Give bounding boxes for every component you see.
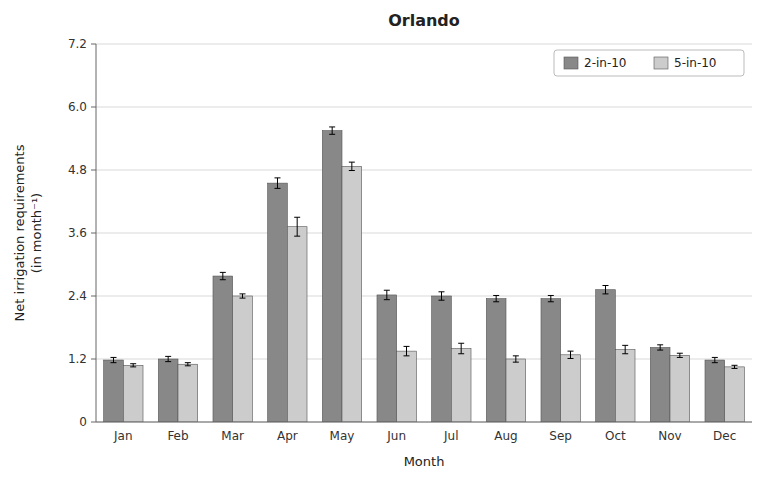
plot-area xyxy=(104,127,745,422)
error-bar xyxy=(548,295,554,301)
bar xyxy=(506,359,526,422)
bar xyxy=(233,296,253,422)
bar xyxy=(650,347,670,422)
error-bar xyxy=(712,357,718,362)
bar xyxy=(486,299,506,422)
grid-line xyxy=(96,422,752,423)
y-axis-label: Net irrigation requirements(in month⁻¹) xyxy=(12,144,44,321)
title: Orlando xyxy=(388,11,460,30)
bar xyxy=(725,367,745,422)
error-bar xyxy=(602,286,608,294)
bar xyxy=(342,166,362,422)
x-tick-label: Sep xyxy=(549,429,572,443)
error-bar xyxy=(185,363,191,366)
error-bar xyxy=(274,178,280,189)
chart-container: 0 1.2 2.4 3.6 4.8 6.0 7.2 Jan Feb Mar Apr May Jun Jul… xyxy=(0,0,772,480)
error-bar xyxy=(384,290,390,299)
x-tick-label: Oct xyxy=(605,429,626,443)
bar xyxy=(322,131,342,422)
error-bar xyxy=(732,365,738,368)
legend-swatch xyxy=(654,57,668,69)
error-bar xyxy=(657,345,663,350)
bar xyxy=(123,365,143,422)
y-tick-label: 4.8 xyxy=(68,163,87,177)
x-axis-label: Month xyxy=(404,454,445,469)
error-bar xyxy=(677,353,683,357)
error-bar xyxy=(349,162,355,170)
grid-line xyxy=(96,107,752,108)
y-tick-label: 1.2 xyxy=(68,352,87,366)
bar xyxy=(541,299,561,422)
error-bar xyxy=(165,356,171,361)
error-bars xyxy=(110,127,717,363)
error-bar xyxy=(568,351,574,358)
y-tick xyxy=(91,107,96,108)
bar xyxy=(432,296,452,422)
legend-swatch xyxy=(564,57,578,69)
error-bar xyxy=(622,345,628,353)
bar xyxy=(268,183,288,422)
bar xyxy=(451,349,471,423)
grid-line xyxy=(96,233,752,234)
error-bar xyxy=(404,346,410,355)
y-tick xyxy=(91,44,96,45)
bar xyxy=(104,360,124,422)
error-bar xyxy=(130,364,136,367)
bar xyxy=(158,359,178,422)
bar xyxy=(213,276,233,422)
grid-line xyxy=(96,44,752,45)
y-tick xyxy=(91,170,96,171)
chart: 0 1.2 2.4 3.6 4.8 6.0 7.2 Jan Feb Mar Apr May Jun Jul… xyxy=(0,0,772,480)
y-tick xyxy=(91,422,96,423)
bar xyxy=(561,355,581,422)
x-tick-label: Apr xyxy=(277,429,298,443)
legend: 2-in-10 5-in-10 xyxy=(554,50,744,76)
error-bar xyxy=(513,356,519,362)
legend-label: 5-in-10 xyxy=(674,56,717,70)
bar xyxy=(615,350,635,422)
x-tick-label: Dec xyxy=(713,429,736,443)
bar-series xyxy=(123,166,744,422)
y-tick-label: 6.0 xyxy=(68,100,87,114)
x-tick-label: Aug xyxy=(494,429,517,443)
x-axis-line xyxy=(96,422,752,423)
grid-line xyxy=(96,170,752,171)
error-bar xyxy=(329,127,335,134)
bar xyxy=(397,351,417,422)
y-tick xyxy=(91,359,96,360)
bar xyxy=(705,360,725,422)
y-tick-label: 7.2 xyxy=(68,37,87,51)
error-bar xyxy=(294,217,300,236)
grid-line xyxy=(96,296,752,297)
x-tick-label: Jul xyxy=(443,429,458,443)
bar xyxy=(287,227,307,422)
y-axis-line xyxy=(96,44,97,422)
error-bar xyxy=(458,343,464,354)
y-tick-label: 2.4 xyxy=(68,289,87,303)
error-bars xyxy=(130,162,737,368)
error-bar xyxy=(240,294,246,298)
legend-frame xyxy=(554,50,744,76)
x-tick-label: Jun xyxy=(386,429,406,443)
error-bar xyxy=(220,272,226,279)
y-tick-label: 0 xyxy=(79,415,87,429)
x-tick-label: Feb xyxy=(167,429,188,443)
bar xyxy=(670,355,690,422)
grid xyxy=(96,44,752,422)
error-bar xyxy=(438,292,444,300)
legend-label: 2-in-10 xyxy=(584,56,627,70)
x-tick-label: Jan xyxy=(113,429,133,443)
error-bar xyxy=(493,295,499,301)
y-tick xyxy=(91,296,96,297)
bar xyxy=(178,364,198,422)
bar-series xyxy=(104,131,725,422)
bar xyxy=(377,295,397,422)
x-tick-label: May xyxy=(330,429,355,443)
y-tick-label: 3.6 xyxy=(68,226,87,240)
x-tick-label: Nov xyxy=(658,429,681,443)
bar xyxy=(596,290,616,422)
error-bar xyxy=(110,357,116,362)
y-tick xyxy=(91,233,96,234)
x-tick-label: Mar xyxy=(221,429,244,443)
